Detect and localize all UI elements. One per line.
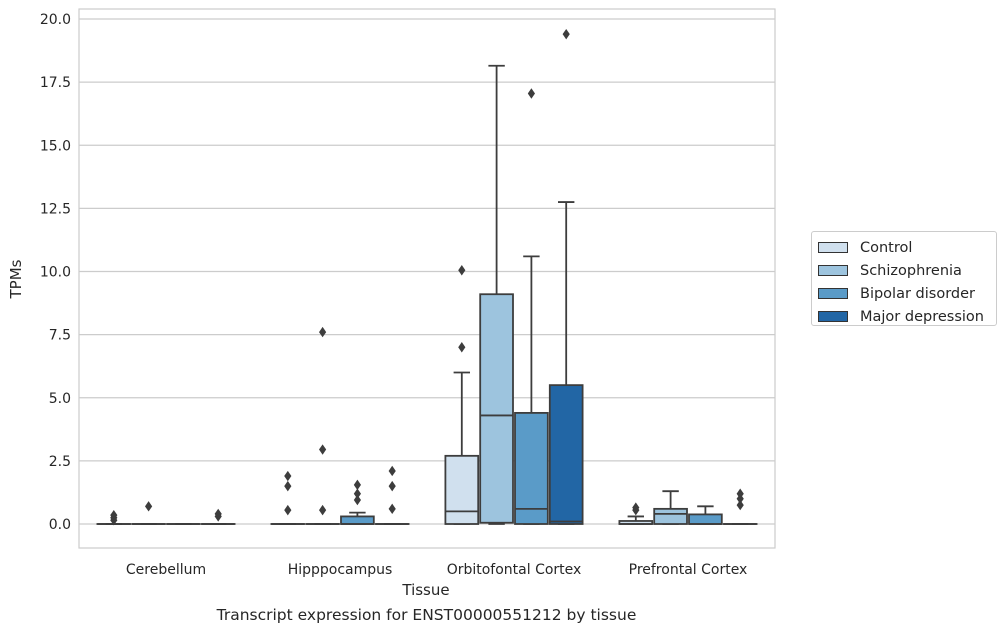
outlier-point xyxy=(353,494,361,506)
outlier-point xyxy=(736,488,744,499)
box xyxy=(722,488,758,525)
box xyxy=(131,501,166,525)
legend-swatch xyxy=(818,311,848,322)
outlier-point xyxy=(353,479,361,491)
box-iqr xyxy=(688,513,723,525)
legend-label: Bipolar disorder xyxy=(860,285,975,302)
legend-label: Schizophrenia xyxy=(860,262,962,279)
y-tick-label: 15.0 xyxy=(40,138,71,154)
legend-swatch xyxy=(818,265,848,276)
outlier-point xyxy=(388,465,396,477)
legend-swatch xyxy=(818,288,848,299)
y-tick-label: 12.5 xyxy=(40,201,71,217)
x-axis-label: Tissue xyxy=(401,581,449,599)
outlier-point xyxy=(353,488,361,499)
box-iqr xyxy=(479,293,514,524)
y-tick-labels: 0.0 2.5 5.0 7.5 10.0 12.5 15.0 17.5 20.0 xyxy=(40,12,71,533)
y-tick-label: 5.0 xyxy=(49,391,71,407)
legend-label: Major depression xyxy=(860,308,984,325)
box xyxy=(618,502,654,525)
outlier-point xyxy=(562,28,570,40)
box-series xyxy=(96,28,758,526)
outlier-point xyxy=(214,508,222,520)
y-tick-label: 20.0 xyxy=(40,12,71,28)
legend: Control Schizophrenia Bipolar disorder Majo… xyxy=(811,231,997,326)
box xyxy=(479,64,514,525)
outlier-point xyxy=(388,480,396,492)
outlier-point xyxy=(319,504,327,516)
legend-label: Control xyxy=(860,239,913,256)
box xyxy=(270,470,306,525)
y-tick-label: 2.5 xyxy=(49,454,71,470)
outlier-point xyxy=(458,342,466,353)
box-iqr xyxy=(548,384,584,525)
box xyxy=(200,508,236,525)
box-iqr xyxy=(514,411,549,525)
legend-item: Schizophrenia xyxy=(818,259,996,282)
outlier-point xyxy=(632,502,640,513)
x-tick-label: Hipppocampus xyxy=(288,562,393,578)
box xyxy=(548,28,584,525)
box xyxy=(688,505,723,525)
box-iqr xyxy=(340,515,375,525)
box xyxy=(340,479,375,525)
box xyxy=(653,490,688,525)
x-tick-label: Prefrontal Cortex xyxy=(629,562,748,578)
y-axis-label: TPMs xyxy=(7,259,25,299)
plot-frame xyxy=(78,8,776,549)
y-tick-label: 0.0 xyxy=(49,517,71,533)
y-tick-label: 10.0 xyxy=(40,265,71,281)
outlier-point xyxy=(736,499,744,511)
outlier-point xyxy=(110,509,118,521)
box xyxy=(444,265,480,525)
legend-swatch xyxy=(818,242,848,253)
legend-item: Bipolar disorder xyxy=(818,282,996,305)
outlier-point xyxy=(319,326,327,338)
box xyxy=(305,326,340,525)
x-tick-labels: Cerebellum Hipppocampus Orbitofontal Corte… xyxy=(126,562,747,578)
box xyxy=(374,465,410,525)
x-tick-label: Cerebellum xyxy=(126,562,206,578)
outlier-point xyxy=(319,444,327,455)
outlier-point xyxy=(527,88,535,99)
y-gridlines xyxy=(79,18,775,525)
outlier-point xyxy=(145,501,153,512)
box-iqr xyxy=(653,507,688,525)
outlier-point xyxy=(458,265,466,276)
box xyxy=(96,509,132,526)
outlier-point xyxy=(284,480,292,492)
y-tick-label: 7.5 xyxy=(49,328,71,344)
box-iqr xyxy=(444,454,480,525)
outlier-point xyxy=(284,470,292,482)
outlier-point xyxy=(388,503,396,515)
legend-item: Control xyxy=(818,236,996,259)
y-tick-label: 17.5 xyxy=(40,75,71,91)
box xyxy=(514,88,549,525)
chart-caption: Transcript expression for ENST0000055121… xyxy=(216,606,637,624)
x-tick-label: Orbitofontal Cortex xyxy=(447,562,582,578)
legend-item: Major depression xyxy=(818,305,996,328)
outlier-point xyxy=(284,504,292,516)
